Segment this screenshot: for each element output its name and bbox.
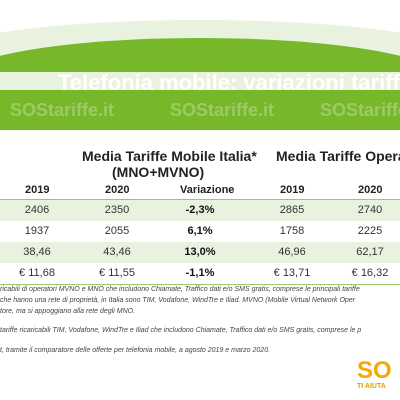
table-row bbox=[0, 200, 400, 221]
footnote-3: tore, ma si appoggiano alla rete degli M… bbox=[0, 308, 136, 315]
table-cell: € 16,32 bbox=[351, 267, 389, 279]
header-2020-left: 2020 bbox=[105, 184, 130, 196]
table-cell: 2865 bbox=[279, 204, 305, 216]
watermark-6: SOStariffe.it bbox=[320, 100, 400, 120]
sostariffe-logo: SO bbox=[355, 354, 400, 400]
table-cell-variazione: 13,0% bbox=[184, 246, 216, 258]
logo-tagline: TI AIUTA bbox=[357, 383, 386, 390]
right-table-title: Media Tariffe Opera bbox=[276, 148, 400, 164]
page-title: Telefonia mobile: variazioni tariffe 20 bbox=[58, 70, 400, 95]
watermark-5: SOStariffe.it bbox=[170, 100, 275, 120]
header-2019-left: 2019 bbox=[25, 184, 50, 196]
table-cell: 2225 bbox=[357, 225, 383, 237]
table-cell: 2740 bbox=[357, 204, 383, 216]
left-table-subtitle: (MNO+MVNO) bbox=[112, 164, 205, 180]
table-cell-variazione: -2,3% bbox=[185, 204, 215, 216]
footnote-2: che hanno una rete di proprietà, in Ital… bbox=[0, 297, 356, 304]
table-top-rule bbox=[0, 199, 400, 200]
table-cell: 62,17 bbox=[356, 246, 384, 258]
table-cell: € 11,55 bbox=[99, 267, 135, 279]
table-cell: 2406 bbox=[24, 204, 50, 216]
table-cell: 2055 bbox=[104, 225, 130, 237]
table-cell-variazione: 6,1% bbox=[187, 225, 213, 237]
watermark-4: SOStariffe.it bbox=[10, 100, 115, 120]
table-row bbox=[0, 242, 400, 263]
table-cell: 38,46 bbox=[23, 246, 51, 258]
footnote-5: t, tramite il comparatore delle offerte … bbox=[0, 347, 271, 354]
table-cell: 2350 bbox=[104, 204, 130, 216]
table-cell-variazione: -1,1% bbox=[185, 267, 215, 279]
table-cell: € 11,68 bbox=[19, 267, 55, 279]
table-cell: 43,46 bbox=[103, 246, 131, 258]
header-2019-right: 2019 bbox=[280, 184, 305, 196]
table-row bbox=[0, 263, 400, 284]
logo-letters: SO bbox=[357, 357, 392, 384]
table-bottom-rule bbox=[0, 284, 400, 285]
table-cell: € 13,71 bbox=[273, 267, 311, 279]
table-cell: 1937 bbox=[24, 225, 50, 237]
footnote-1: ricabili di operatori MVNO e MNO che inc… bbox=[0, 286, 360, 293]
curve-band bbox=[0, 32, 400, 72]
table-cell: 46,96 bbox=[278, 246, 306, 258]
header-2020-right: 2020 bbox=[358, 184, 383, 196]
left-table-title: Media Tariffe Mobile Italia* bbox=[82, 148, 257, 164]
footnote-4: tariffe ricaricabili TIM, Vodafone, Wind… bbox=[0, 327, 362, 334]
header-variazione: Variazione bbox=[180, 184, 235, 196]
table-cell: 1758 bbox=[279, 225, 305, 237]
table-row bbox=[0, 221, 400, 242]
